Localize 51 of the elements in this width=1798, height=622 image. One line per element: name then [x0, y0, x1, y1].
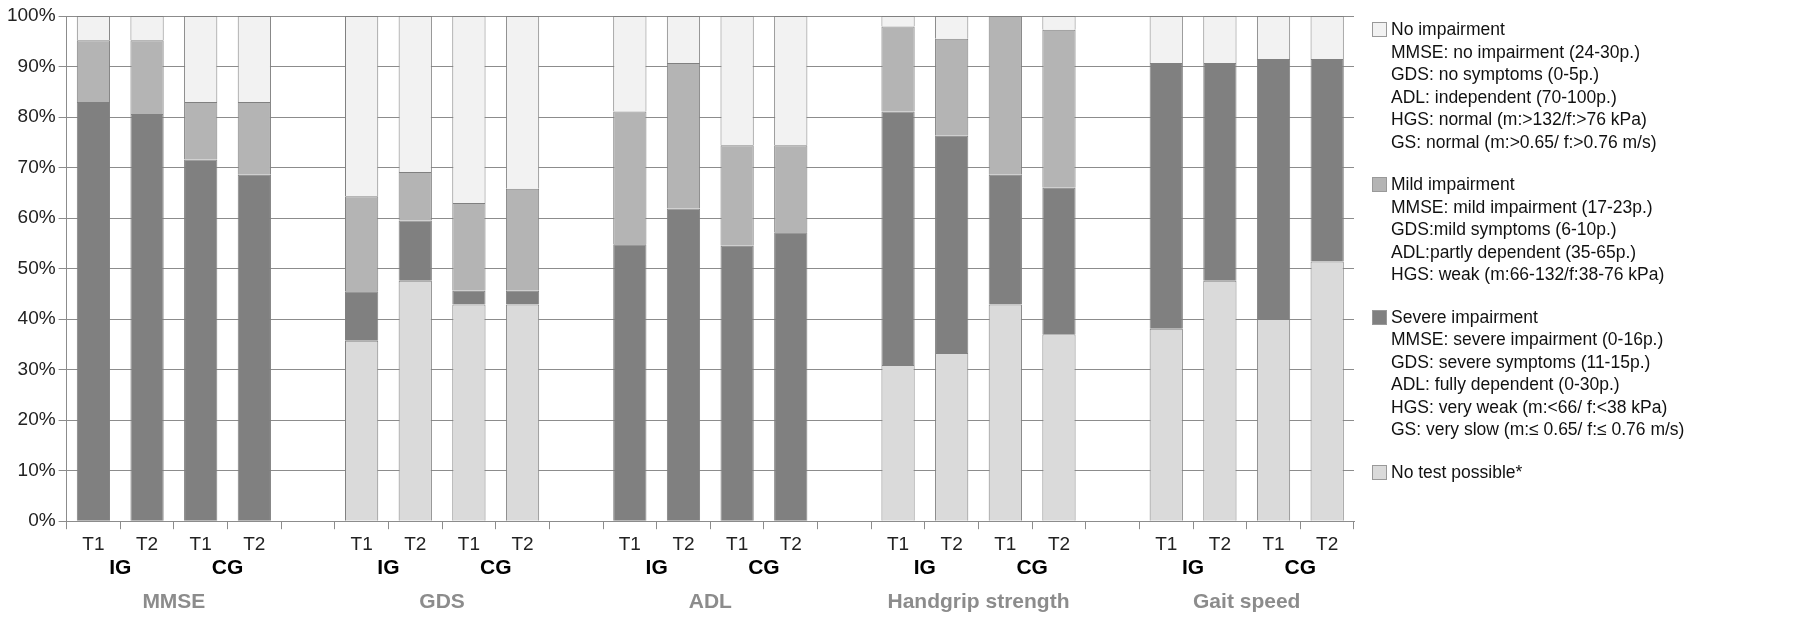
x-tick-label: T1 [1155, 532, 1178, 554]
y-tick-label: 90% [17, 54, 56, 76]
y-tick-label: 60% [17, 206, 56, 228]
x-tick-label: T1 [726, 532, 749, 554]
text: IG [645, 554, 668, 578]
x-tick-label: T2 [511, 532, 534, 554]
legend-label: Mild impairment MMSE: mild impairment (17-23p.) GDS:mild symptoms (6-10p.) ADL:partly dependent (35-65p.) HGS: weak (m:66-132/f:38-76 kPa) [1391, 173, 1665, 286]
x-tick-label: T1 [82, 532, 105, 554]
x-tick-label: T1 [457, 532, 480, 554]
text: CG [1016, 554, 1048, 578]
x-tick-label: T1 [994, 532, 1017, 554]
x-tick-label: T1 [618, 532, 641, 554]
text: IG [377, 554, 400, 578]
y-tick-label: 30% [17, 357, 56, 379]
y-tick-label: 50% [17, 256, 56, 278]
text: GDS [419, 588, 465, 612]
x-tick-label: T2 [404, 532, 427, 554]
y-tick-label: 80% [17, 105, 56, 127]
x-tick-label: T2 [940, 532, 963, 554]
x-tick-label: T1 [886, 532, 910, 554]
x-tick-label: T2 [1047, 532, 1071, 554]
y-tick-label: 100% [6, 4, 56, 26]
bar [452, 290, 486, 305]
x-tick-label: T2 [1208, 532, 1231, 554]
x-tick-label: T2 [1316, 532, 1339, 554]
y-tick-label: 40% [17, 307, 56, 329]
x-tick-label: T2 [243, 532, 266, 554]
x-tick-label: T2 [672, 532, 695, 554]
text: ADL [688, 588, 733, 612]
x-tick-label: T1 [189, 532, 212, 554]
y-tick-label: 10% [17, 458, 56, 480]
y-tick-label: 70% [17, 155, 56, 177]
y-tick-label: 0% [28, 509, 56, 531]
x-tick-label: T2 [779, 532, 802, 554]
text: IG [1181, 554, 1205, 578]
text: IG [109, 554, 132, 578]
legend-label: No test possible* [1391, 460, 1523, 483]
text: MMSE [142, 588, 206, 612]
text: CG [479, 554, 512, 578]
text: CG [211, 554, 244, 578]
legend-label: No impairment MMSE: no impairment (24-30p.) GDS: no symptoms (0-5p.) ADL: independent (70-100p.) HGS: normal (m:>132/f:>76 kPa) GS: normal (m:>0.65/ f:>0.76 m/s) [1391, 18, 1657, 153]
x-tick-label: T1 [1262, 532, 1285, 554]
text: CG [1284, 554, 1317, 578]
x-tick-label: T1 [350, 532, 373, 554]
text: Gait speed [1193, 588, 1301, 612]
x-tick-label: T2 [135, 532, 159, 554]
text: CG [748, 554, 780, 578]
text: Handgrip strength [887, 588, 1070, 612]
text: IG [913, 554, 936, 578]
y-tick-label: 20% [17, 408, 56, 430]
legend-label: Severe impairment MMSE: severe impairment (0-16p.) GDS: severe symptoms (11-15p.) ADL: fully dependent (0-30p.) HGS: very weak (m:<66/ f:<38 kPa) GS: very slow (m:≤ 0.65/ f:≤ 0.76 m/s) [1391, 305, 1685, 441]
